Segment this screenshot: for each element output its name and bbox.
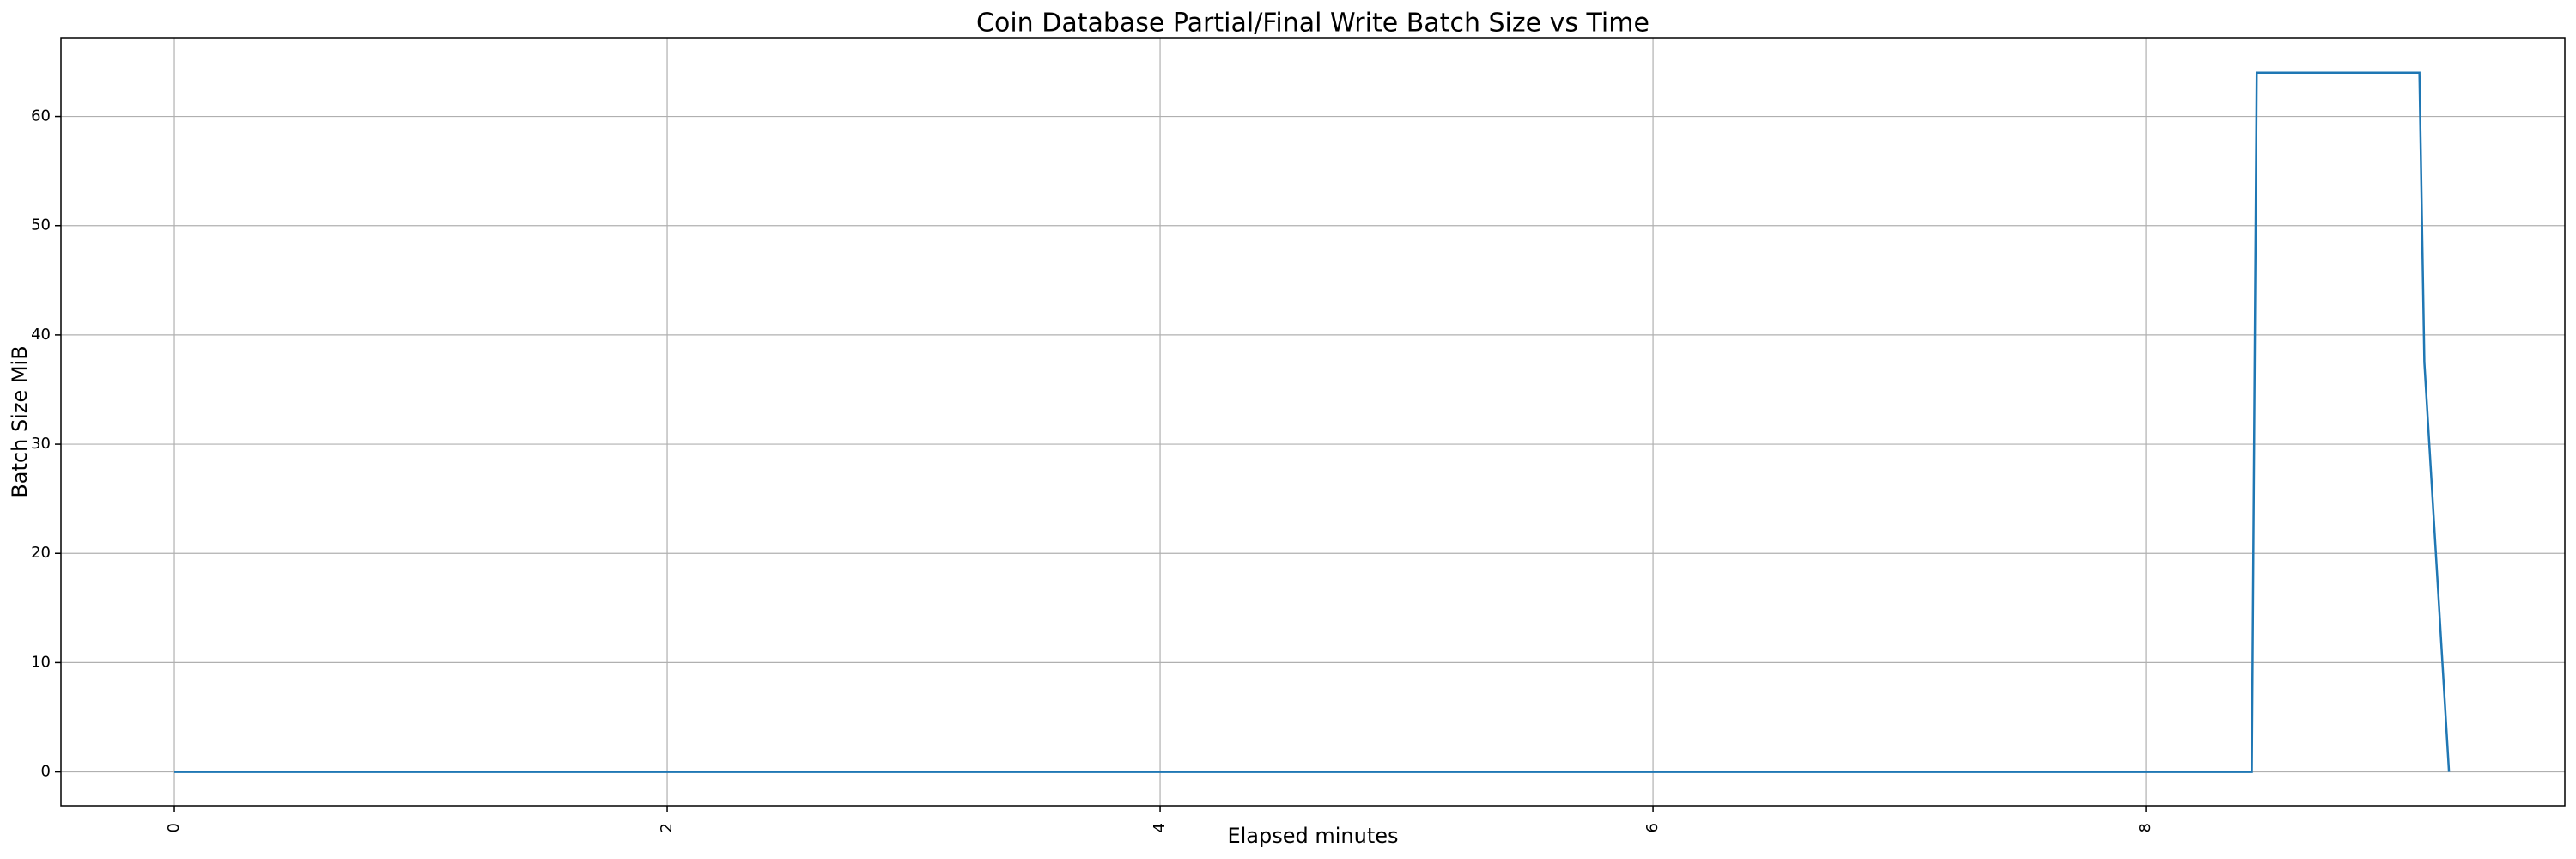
x-tick-label: 2 [658,823,676,832]
y-tick-label: 0 [41,763,51,781]
x-tick-label: 0 [165,823,183,832]
y-tick-label: 60 [31,107,51,125]
data-line [174,71,2451,773]
y-axis-label: Batch Size MiB [8,345,32,497]
y-tick-label: 20 [31,544,51,562]
chart-title: Coin Database Partial/Final Write Batch … [976,9,1649,39]
y-tick-label: 40 [31,326,51,344]
y-tick-label: 10 [31,653,51,671]
x-tick-label: 6 [1643,823,1662,832]
x-axis-label: Elapsed minutes [1227,824,1398,848]
plot-frame [60,37,2566,807]
y-tick-label: 30 [31,435,51,453]
x-tick-label: 4 [1151,823,1169,832]
x-tick-label: 8 [2136,823,2154,832]
y-tick-label: 50 [31,216,51,235]
